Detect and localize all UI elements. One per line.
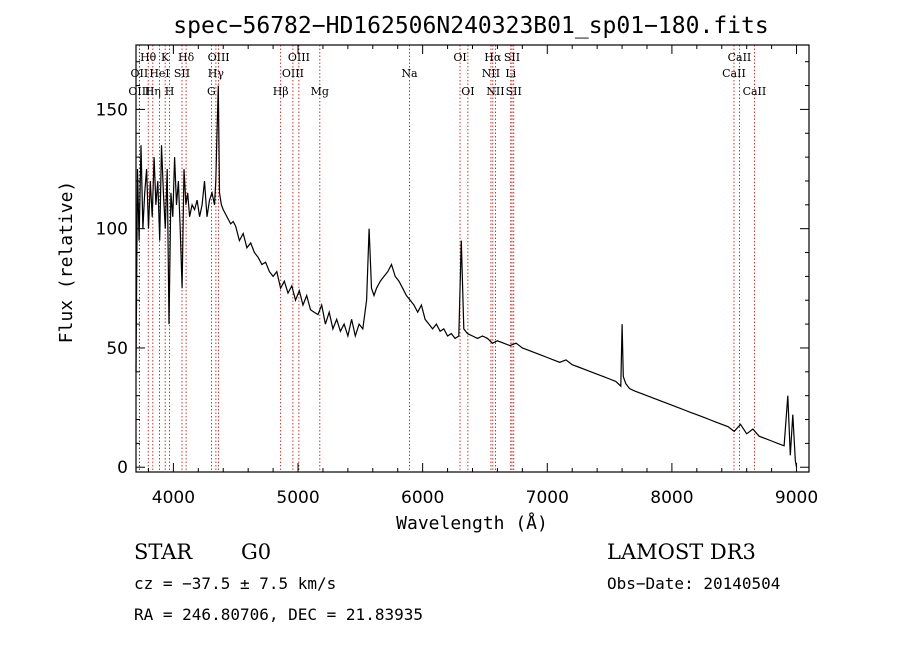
line-marker-label-25: CaII — [728, 51, 752, 64]
line-marker-label-2: OIII — [128, 85, 150, 98]
line-marker-label-19: Hα — [484, 51, 502, 64]
line-marker-label-23: Li — [505, 67, 516, 80]
object-class: STAR — [134, 540, 193, 564]
line-marker-label-0: Hθ — [140, 51, 157, 64]
line-marker-label-5: Hη — [145, 85, 161, 98]
obs-date: Obs−Date: 20140504 — [607, 574, 780, 593]
y-axis-ticks: 0 50 100 150 — [96, 61, 809, 478]
line-marker-label-24: SII — [506, 85, 522, 98]
plot-frame — [135, 44, 810, 473]
y-tick-label-0: 0 — [117, 458, 128, 478]
line-markers — [138, 45, 755, 472]
coordinates: RA = 246.80706, DEC = 21.83935 — [134, 605, 423, 624]
line-marker-label-17: OI — [453, 51, 466, 64]
line-marker-label-26: CaII — [722, 67, 746, 80]
line-marker-label-12: OIII — [288, 51, 310, 64]
x-tick-label-9000: 9000 — [775, 488, 818, 508]
line-marker-label-4: HeI — [149, 67, 169, 80]
chart-title: spec−56782−HD162506N240323B01_sp01−180.f… — [173, 13, 768, 39]
line-marker-label-8: H — [165, 85, 175, 98]
line-marker-label-18: OI — [461, 85, 474, 98]
x-tick-label-4000: 4000 — [152, 488, 195, 508]
y-tick-label-150: 150 — [96, 100, 128, 120]
line-marker-label-9: OIII — [208, 51, 230, 64]
x-axis-label: Wavelength (Å) — [396, 512, 548, 534]
line-marker-label-3: K — [161, 51, 170, 64]
x-tick-label-7000: 7000 — [526, 488, 569, 508]
x-axis-ticks: 4000 5000 6000 7000 8000 9000 — [147, 45, 818, 508]
object-subclass: G0 — [241, 540, 271, 564]
line-marker-labels: Hθ OII OIII K HeI Hη Hδ SII H OIII Hγ G OIII OIII Hβ Mg… — [128, 51, 766, 98]
spectrum-line — [135, 85, 798, 468]
line-marker-label-27: CaII — [743, 85, 767, 98]
line-marker-label-7: SII — [174, 67, 190, 80]
line-marker-label-11: G — [207, 85, 216, 98]
x-tick-label-5000: 5000 — [276, 488, 319, 508]
y-tick-label-50: 50 — [106, 339, 128, 359]
line-marker-label-13: OIII — [282, 67, 304, 80]
line-marker-label-22: SII — [504, 51, 520, 64]
line-marker-label-10: Hγ — [208, 67, 225, 80]
line-marker-label-21: NII — [486, 85, 504, 98]
y-tick-label-100: 100 — [96, 220, 128, 240]
line-marker-label-20: NII — [482, 67, 500, 80]
line-marker-label-1: OII — [131, 67, 149, 80]
redshift-info: cz = −37.5 ± 7.5 km/s — [134, 574, 336, 593]
y-axis-label: Flux (relative) — [56, 181, 77, 344]
x-tick-label-6000: 6000 — [401, 488, 444, 508]
line-marker-label-15: Mg — [311, 85, 329, 98]
line-marker-label-16: Na — [401, 67, 418, 80]
line-marker-label-14: Hβ — [273, 85, 289, 98]
survey-name: LAMOST DR3 — [607, 540, 756, 564]
line-marker-label-6: Hδ — [178, 51, 195, 64]
x-tick-label-8000: 8000 — [650, 488, 693, 508]
